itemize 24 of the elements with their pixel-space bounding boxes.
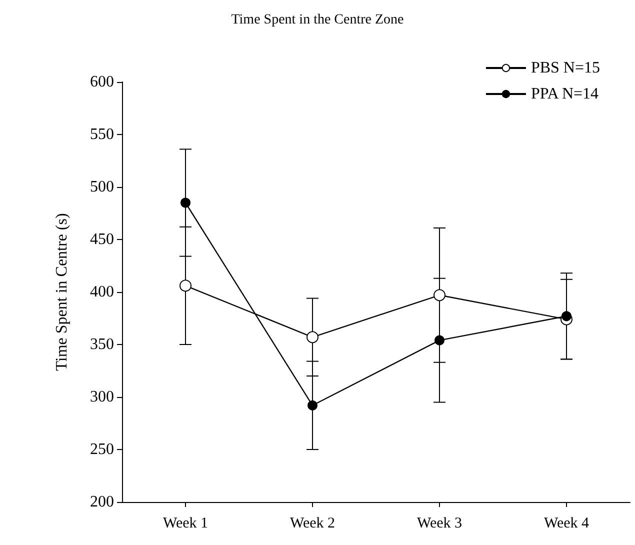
y-tick-label: 450	[90, 231, 114, 248]
y-tick-label: 250	[90, 441, 114, 458]
point	[180, 280, 192, 292]
legend-label: PBS N=15	[530, 60, 600, 76]
point	[562, 311, 572, 322]
y-axis-title: Time Spent in Centre (s)	[54, 213, 70, 371]
y-tick-label: 600	[90, 74, 114, 90]
y-tick-label: 550	[90, 126, 114, 143]
x-tick-label: Week 1	[162, 516, 208, 532]
y-tick-label: 200	[90, 494, 114, 510]
x-tick-label: Week 4	[544, 516, 590, 532]
y-tick-label: 300	[90, 388, 114, 406]
point	[308, 400, 318, 410]
y-tick-label: 500	[90, 178, 114, 196]
point	[434, 335, 444, 346]
y-tick-label: 350	[90, 336, 114, 353]
point	[434, 289, 446, 302]
legend-label: PPA N=14	[530, 86, 599, 102]
y-tick-label: 400	[90, 284, 114, 300]
chart-title: Time Spent in the Centre Zone	[231, 12, 404, 28]
point	[306, 331, 318, 344]
x-tick-label: Week 3	[416, 516, 462, 532]
point	[180, 198, 190, 208]
x-tick-label: Week 2	[290, 516, 336, 532]
